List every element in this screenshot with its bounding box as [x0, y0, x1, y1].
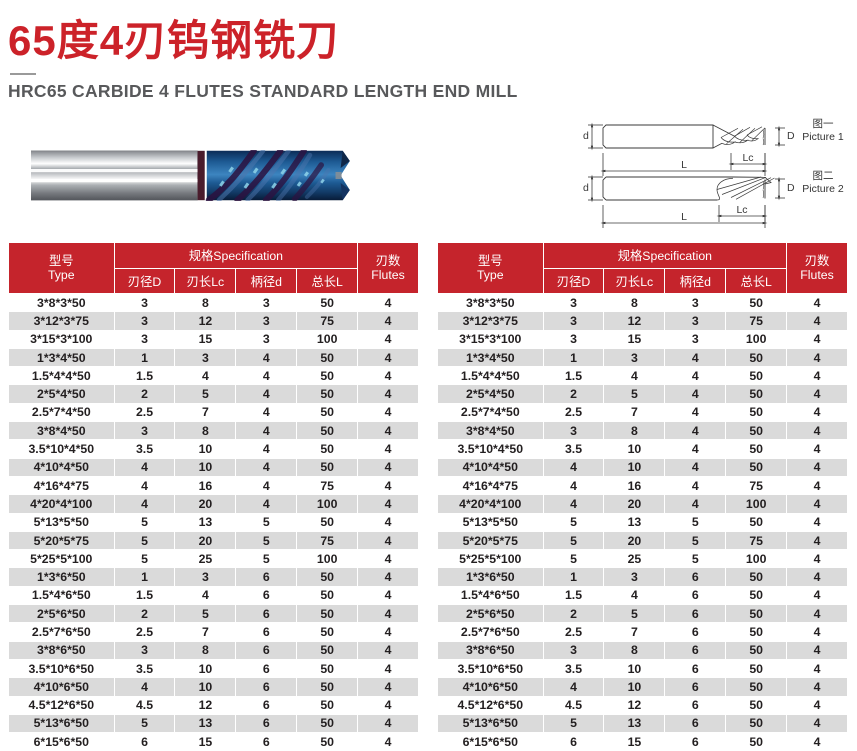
svg-text:d: d — [583, 182, 589, 194]
svg-text:Lc: Lc — [736, 204, 747, 216]
svg-text:L: L — [681, 211, 687, 223]
svg-text:d: d — [583, 130, 589, 142]
